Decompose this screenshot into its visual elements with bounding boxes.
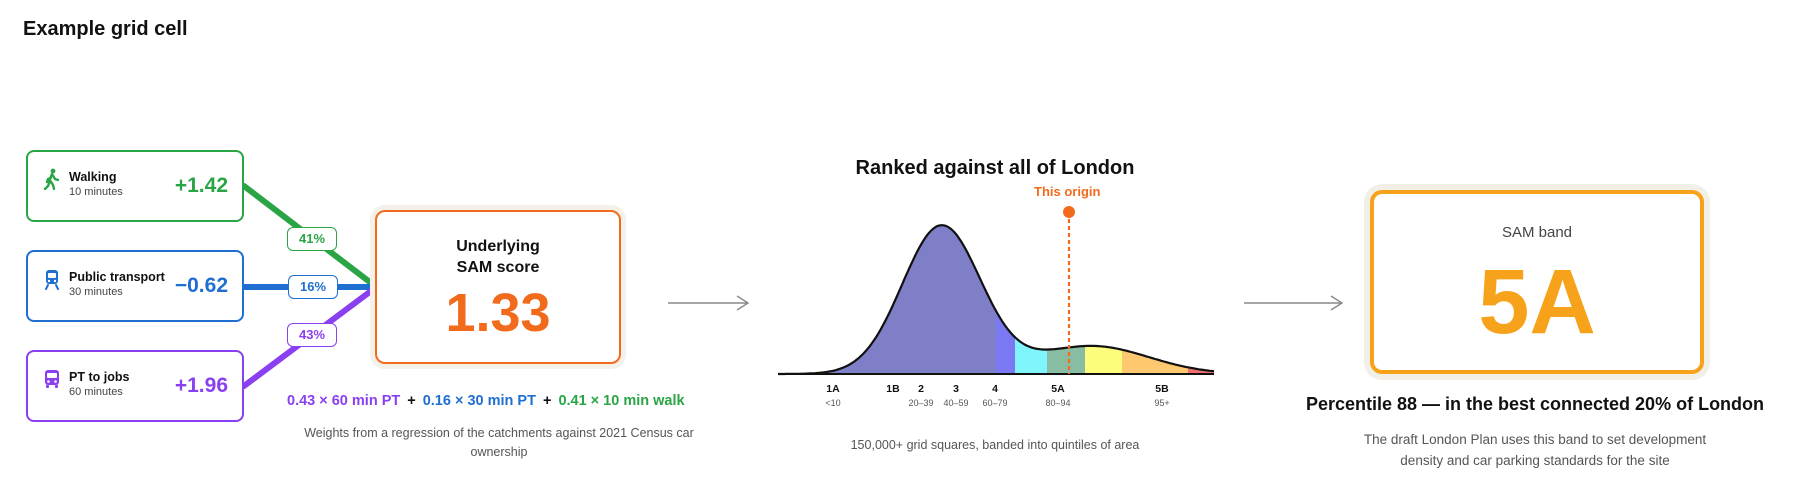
mode-score: +1.42 — [174, 174, 228, 197]
band-range-label: 95+ — [1154, 398, 1170, 408]
mode-time: 60 minutes — [69, 386, 123, 398]
band-range-label: 40–59 — [943, 398, 969, 408]
band-code-label: 1B — [886, 383, 900, 395]
pt-to-jobs-card: PT to jobs 60 minutes +1.96 — [26, 350, 244, 422]
formula-term: 0.16 × 30 min PT — [422, 393, 536, 409]
origin-annotation: This origin — [1034, 184, 1101, 199]
tram-icon — [45, 270, 59, 290]
sam-score-value: 1.33 — [445, 283, 551, 343]
distribution-chart — [778, 206, 1215, 376]
mode-name: Walking — [69, 170, 117, 184]
sam-band-label: SAM band — [1501, 224, 1573, 241]
band-range-label: 80–94 — [1045, 398, 1071, 408]
formula-term: 0.41 × 10 min walk — [558, 393, 685, 409]
band-code-label: 3 — [953, 383, 959, 395]
mode-name: PT to jobs — [69, 370, 130, 384]
band-code-label: 1A — [826, 383, 840, 395]
band-labels: 1A <10 1B 2 20–39 3 40–59 4 60–79 5A 80–94 5B 95+ — [770, 383, 1230, 413]
pt-to-jobs-weight-badge: 43% — [287, 323, 337, 347]
sam-band-value: 5A — [1478, 251, 1596, 353]
mode-score: −0.62 — [174, 274, 228, 297]
band-code-label: 4 — [992, 383, 998, 395]
band-area-5b — [1188, 225, 1214, 374]
mode-name: Public transport — [69, 270, 165, 284]
origin-marker-dot — [1063, 206, 1075, 218]
formula-term: 0.43 × 60 min PT — [287, 393, 401, 409]
score-formula: 0.43 × 60 min PT +0.16 × 30 min PT +0.41 ×… — [287, 393, 685, 409]
sam-band-card: SAM band 5A — [1370, 190, 1704, 374]
band-area-1a — [778, 225, 996, 374]
band-range-label: <10 — [825, 398, 841, 408]
percentile-statement: Percentile 88 — in the best connected 20… — [1305, 394, 1765, 414]
mode-score: +1.96 — [174, 374, 228, 397]
arrow-right-icon — [1244, 295, 1344, 311]
page-title: Example grid cell — [23, 18, 188, 40]
distribution-curve — [778, 224, 1215, 376]
public-transport-weight-badge: 16% — [288, 275, 338, 299]
band-range-label: 20–39 — [908, 398, 934, 408]
sam-score-label: Underlying SAM score — [456, 238, 540, 276]
walking-card: Walking 10 minutes +1.42 — [26, 150, 244, 222]
band-area-1b — [996, 225, 1015, 374]
weights-caption: Weights from a regression of the catchme… — [304, 426, 694, 459]
sam-score-card: Underlying SAM score 1.33 — [375, 210, 621, 364]
band-area-5a — [1122, 225, 1188, 374]
walking-weight-badge: 41% — [287, 227, 337, 251]
public-transport-card: Public transport 30 minutes −0.62 — [26, 250, 244, 322]
chart-title: Ranked against all of London — [855, 157, 1135, 179]
bus-icon — [45, 370, 59, 388]
chart-caption: 150,000+ grid squares, banded into quint… — [850, 438, 1140, 452]
mode-time: 10 minutes — [69, 186, 123, 198]
arrow-right-icon — [668, 295, 750, 311]
walking-person-icon — [43, 168, 60, 190]
band-range-label: 60–79 — [982, 398, 1008, 408]
mode-time: 30 minutes — [69, 286, 123, 298]
band-code-label: 5A — [1051, 383, 1065, 395]
band-code-label: 2 — [918, 383, 924, 395]
band-caption: The draft London Plan uses this band to … — [1363, 432, 1707, 468]
band-code-label: 5B — [1155, 383, 1169, 395]
